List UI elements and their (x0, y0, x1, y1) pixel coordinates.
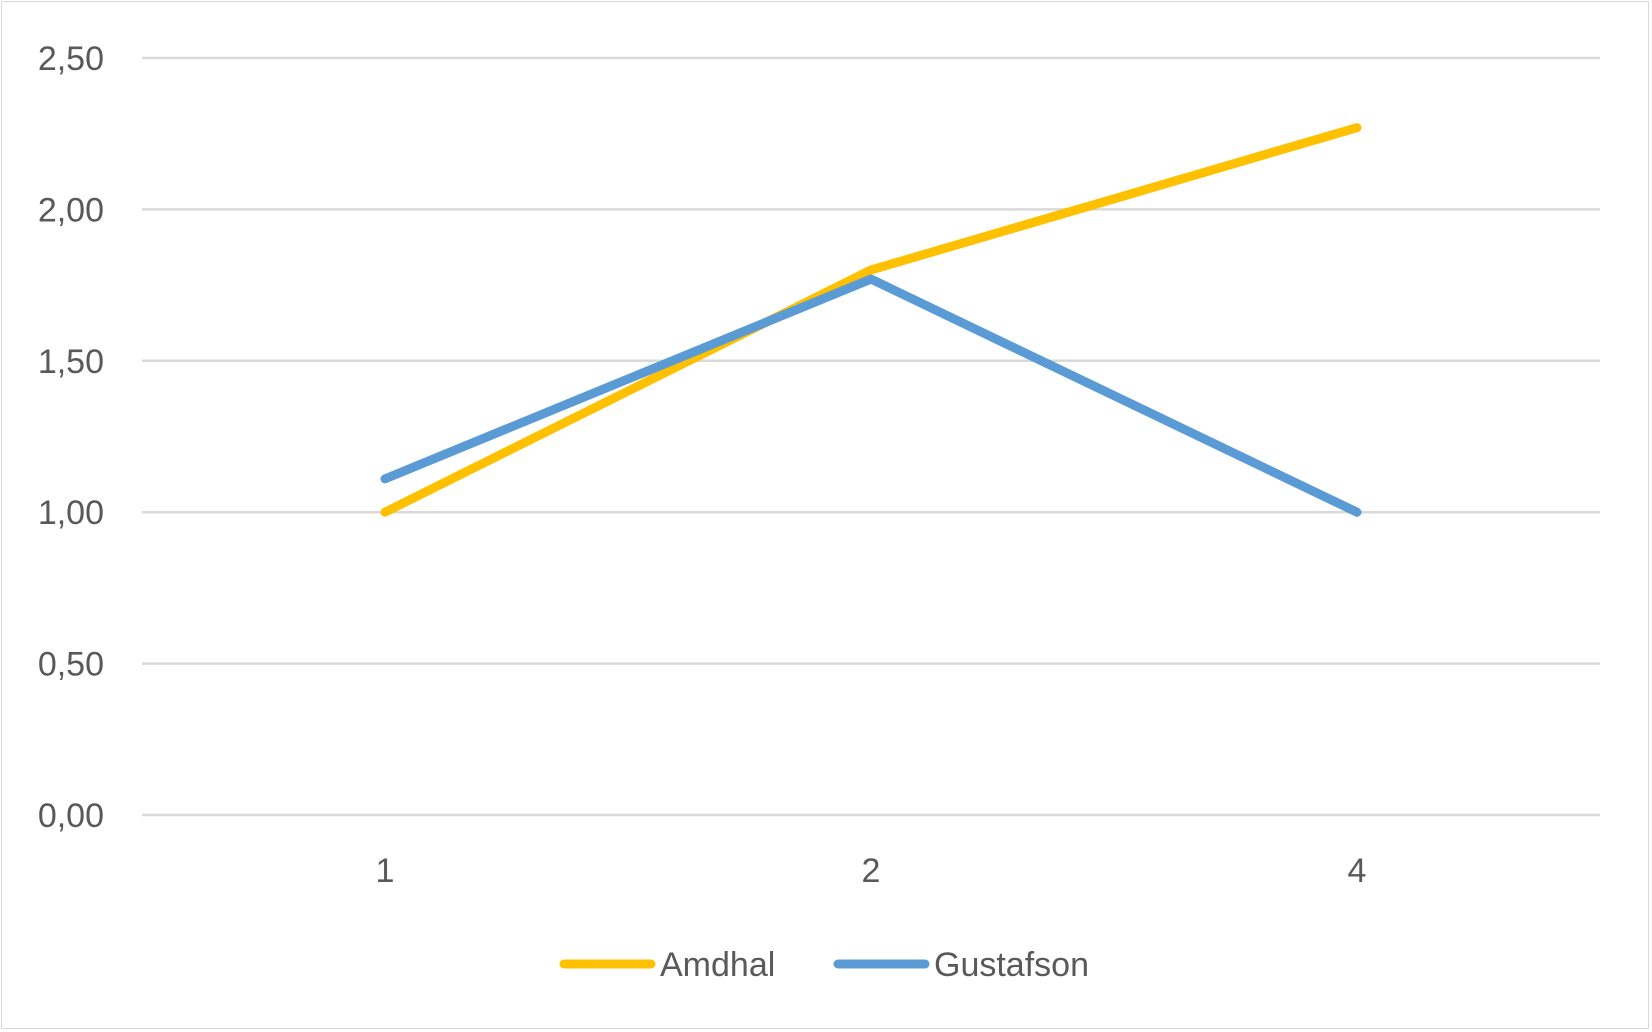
y-tick-label: 0,00 (38, 797, 104, 835)
y-tick-label: 1,50 (38, 343, 104, 381)
series-lines (380, 123, 1362, 517)
x-tick-label: 4 (1348, 852, 1367, 890)
series-line-gustafson (380, 274, 1362, 517)
x-tick-label: 2 (862, 852, 881, 890)
legend-label: Amdhal (660, 946, 775, 984)
gridlines (142, 56, 1600, 817)
y-tick-label: 0,50 (38, 646, 104, 684)
y-tick-label: 2,50 (38, 40, 104, 78)
legend: Amdhal Gustafson (559, 946, 1089, 984)
x-tick-label: 1 (376, 852, 395, 890)
x-axis-tick-labels: 1 2 4 (376, 852, 1367, 890)
series-line-amdhal (380, 123, 1362, 517)
legend-label: Gustafson (934, 946, 1089, 984)
y-tick-label: 1,00 (38, 494, 104, 532)
y-axis-tick-labels: 0,00 0,50 1,00 1,50 2,00 2,50 (38, 40, 104, 835)
y-tick-label: 2,00 (38, 191, 104, 229)
